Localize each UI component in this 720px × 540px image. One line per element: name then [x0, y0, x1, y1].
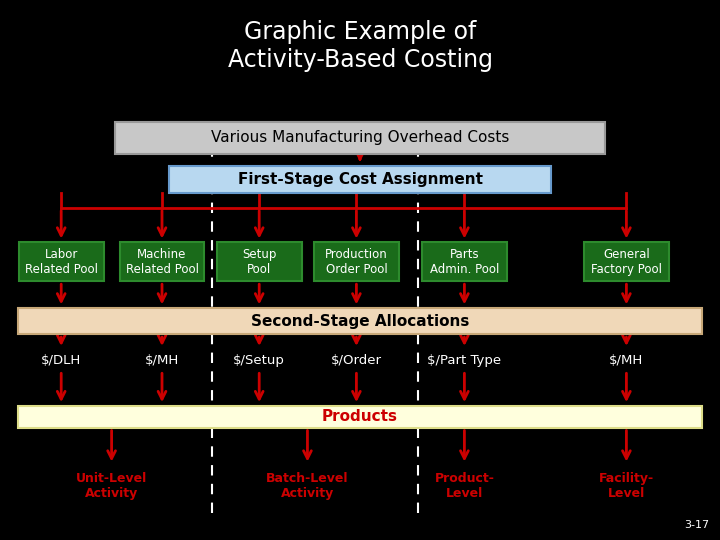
Text: Graphic Example of
Activity-Based Costing: Graphic Example of Activity-Based Costin… — [228, 20, 492, 72]
FancyBboxPatch shape — [115, 122, 605, 154]
Text: Second-Stage Allocations: Second-Stage Allocations — [251, 314, 469, 329]
Text: Labor
Related Pool: Labor Related Pool — [24, 248, 98, 276]
Text: General
Factory Pool: General Factory Pool — [591, 248, 662, 276]
Text: Production
Order Pool: Production Order Pool — [325, 248, 388, 276]
Text: Unit-Level
Activity: Unit-Level Activity — [76, 472, 147, 500]
FancyBboxPatch shape — [18, 406, 702, 428]
FancyBboxPatch shape — [422, 242, 507, 281]
FancyBboxPatch shape — [18, 308, 702, 334]
Text: First-Stage Cost Assignment: First-Stage Cost Assignment — [238, 172, 482, 187]
FancyBboxPatch shape — [217, 242, 302, 281]
FancyBboxPatch shape — [584, 242, 669, 281]
Text: Facility-
Level: Facility- Level — [599, 472, 654, 500]
Text: Machine
Related Pool: Machine Related Pool — [125, 248, 199, 276]
Text: $/DLH: $/DLH — [41, 354, 81, 367]
FancyBboxPatch shape — [19, 242, 104, 281]
Text: Products: Products — [322, 409, 398, 424]
Text: Setup
Pool: Setup Pool — [242, 248, 276, 276]
Text: $/Part Type: $/Part Type — [428, 354, 501, 367]
Text: $/MH: $/MH — [609, 354, 644, 367]
Text: Batch-Level
Activity: Batch-Level Activity — [266, 472, 348, 500]
Text: Various Manufacturing Overhead Costs: Various Manufacturing Overhead Costs — [211, 130, 509, 145]
FancyBboxPatch shape — [169, 166, 551, 193]
Text: $/Order: $/Order — [331, 354, 382, 367]
Text: 3-17: 3-17 — [684, 520, 709, 530]
Text: Parts
Admin. Pool: Parts Admin. Pool — [430, 248, 499, 276]
Text: Product-
Level: Product- Level — [434, 472, 495, 500]
FancyBboxPatch shape — [120, 242, 204, 281]
Text: $/Setup: $/Setup — [233, 354, 285, 367]
FancyBboxPatch shape — [314, 242, 399, 281]
Text: $/MH: $/MH — [145, 354, 179, 367]
